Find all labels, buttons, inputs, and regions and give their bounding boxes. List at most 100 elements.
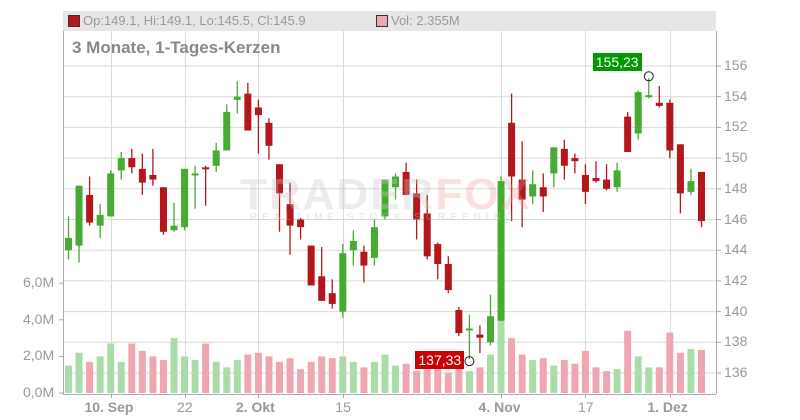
candle[interactable]: [550, 147, 558, 174]
volume-bar: [181, 356, 189, 393]
legend-bar: Op:149.1, Hi:149.1, Lo:145.5, Cl:145.9 V…: [63, 11, 716, 31]
volume-swatch-icon: [376, 15, 388, 27]
volume-bar: [307, 361, 315, 393]
candle[interactable]: [117, 158, 125, 171]
candle[interactable]: [276, 164, 283, 194]
candle[interactable]: [592, 178, 600, 182]
candle[interactable]: [634, 92, 642, 134]
candle[interactable]: [455, 310, 463, 334]
candle[interactable]: [202, 167, 210, 170]
volume-bar: [244, 354, 252, 393]
date-tick-label: 17: [577, 399, 594, 415]
volume-bar: [233, 360, 241, 393]
candle[interactable]: [539, 187, 547, 197]
volume-bar: [170, 338, 178, 393]
volume-bar: [297, 369, 305, 393]
ohlc-legend-text: Op:149.1, Hi:149.1, Lo:145.5, Cl:145.9: [83, 13, 306, 28]
candle[interactable]: [666, 102, 674, 151]
volume-bar: [539, 358, 547, 393]
volume-tick-label: 6,0M: [23, 274, 55, 291]
candle[interactable]: [318, 276, 326, 301]
candle[interactable]: [86, 194, 94, 223]
candle[interactable]: [181, 168, 189, 228]
candle[interactable]: [465, 328, 473, 331]
candle[interactable]: [613, 170, 621, 188]
candle[interactable]: [96, 214, 104, 226]
candle[interactable]: [75, 185, 83, 246]
price-tick-label: 144: [724, 241, 748, 258]
volume-bar: [254, 352, 262, 393]
candle[interactable]: [603, 179, 611, 189]
candle[interactable]: [138, 168, 146, 183]
candle[interactable]: [698, 171, 705, 222]
volume-bar: [202, 343, 210, 393]
price-tick-label: 146: [724, 210, 748, 227]
candle[interactable]: [487, 316, 494, 343]
candle[interactable]: [170, 225, 178, 231]
volume-bar: [107, 343, 115, 393]
price-tick-label: 152: [724, 118, 748, 135]
candle[interactable]: [571, 158, 579, 162]
candle[interactable]: [560, 148, 568, 166]
date-tick-label: 4. Nov: [478, 399, 521, 415]
candle[interactable]: [581, 174, 589, 192]
candle[interactable]: [328, 293, 336, 304]
volume-bar: [223, 367, 231, 393]
candle[interactable]: [497, 181, 505, 321]
candle[interactable]: [444, 264, 452, 291]
volume-bar: [138, 350, 146, 393]
candle[interactable]: [381, 179, 389, 217]
candle[interactable]: [370, 227, 378, 258]
candle[interactable]: [307, 245, 315, 286]
candle[interactable]: [286, 204, 294, 226]
candle[interactable]: [360, 251, 368, 266]
candle[interactable]: [676, 144, 684, 194]
candle[interactable]: [645, 95, 653, 98]
candle[interactable]: [339, 253, 347, 312]
candle[interactable]: [392, 176, 400, 188]
volume-bar: [276, 361, 283, 393]
price-tick-label: 140: [724, 302, 748, 319]
candle[interactable]: [508, 122, 516, 177]
volume-bar: [624, 330, 632, 393]
volume-bar: [318, 356, 326, 393]
candle[interactable]: [107, 173, 115, 217]
volume-bar: [423, 369, 431, 393]
candle[interactable]: [65, 237, 72, 251]
candle[interactable]: [233, 96, 241, 100]
volume-bar: [645, 367, 653, 393]
candle[interactable]: [413, 193, 421, 220]
candle[interactable]: [624, 116, 632, 152]
chart-subtitle: 3 Monate, 1-Tages-Kerzen: [72, 38, 281, 57]
volume-bar: [65, 365, 72, 393]
date-tick-label: 22: [177, 399, 193, 415]
candle[interactable]: [349, 240, 357, 251]
candle[interactable]: [128, 158, 136, 168]
candle[interactable]: [212, 150, 220, 166]
price-tick-label: 150: [724, 149, 748, 166]
volume-bar: [698, 349, 705, 393]
volume-bar: [370, 361, 378, 393]
candle[interactable]: [191, 173, 199, 176]
candle[interactable]: [434, 244, 442, 265]
volume-bar: [360, 367, 368, 393]
candle[interactable]: [265, 122, 273, 146]
candle[interactable]: [297, 219, 305, 228]
candle[interactable]: [687, 181, 695, 192]
candle[interactable]: [476, 334, 484, 338]
volume-bar: [592, 367, 600, 393]
candle[interactable]: [159, 187, 167, 232]
candle[interactable]: [529, 184, 537, 197]
volume-tick-label: 4,0M: [23, 310, 55, 327]
candle[interactable]: [223, 112, 231, 151]
candle[interactable]: [244, 93, 252, 131]
volume-bar: [508, 338, 516, 393]
candle[interactable]: [402, 171, 410, 195]
candle[interactable]: [423, 213, 431, 257]
candle[interactable]: [518, 179, 526, 200]
candle[interactable]: [254, 107, 262, 116]
high-price-flag: 155,23: [592, 53, 642, 72]
candle[interactable]: [655, 102, 663, 106]
candle[interactable]: [149, 174, 157, 180]
